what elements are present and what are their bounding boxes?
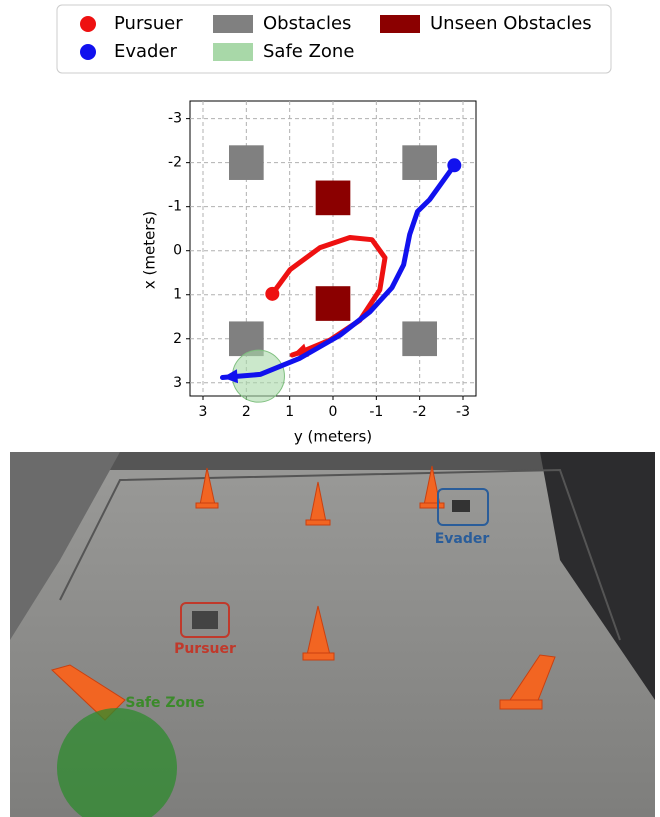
x-tick-label: -2 <box>413 404 427 420</box>
legend-label: Safe Zone <box>263 41 354 62</box>
y-tick-label: 2 <box>173 331 182 347</box>
figure: x (meters) y (meters) Evader Pursuer Saf… <box>0 0 660 817</box>
start-marker <box>265 287 279 301</box>
y-tick-label: -2 <box>168 155 182 171</box>
legend-marker <box>80 44 96 60</box>
x-tick-label: 2 <box>242 404 251 420</box>
photo-label: Pursuer <box>174 641 236 657</box>
y-tick-label: 3 <box>173 375 182 391</box>
legend-marker <box>80 16 96 32</box>
legend-label: Unseen Obstacles <box>430 13 592 34</box>
x-tick-label: 0 <box>329 404 338 420</box>
legend-marker <box>380 15 420 33</box>
y-tick-label: -3 <box>168 111 182 127</box>
photo-label: Safe Zone <box>125 695 204 711</box>
photo <box>10 452 655 817</box>
start-marker <box>447 158 461 172</box>
legend-marker <box>213 15 253 33</box>
y-axis-label: x (meters) <box>141 211 159 289</box>
legend-marker <box>213 43 253 61</box>
obstacle <box>402 321 437 356</box>
x-tick-label: -3 <box>456 404 470 420</box>
y-tick-label: 1 <box>173 287 182 303</box>
obstacle <box>402 145 437 180</box>
x-tick-label: 1 <box>285 404 294 420</box>
legend-label: Obstacles <box>263 13 351 34</box>
obstacle <box>316 181 351 216</box>
photo-label: Evader <box>435 531 490 547</box>
obstacle <box>229 145 264 180</box>
x-tick-label: 3 <box>199 404 208 420</box>
y-tick-label: -1 <box>168 199 182 215</box>
legend-label: Pursuer <box>114 13 183 34</box>
x-tick-label: -1 <box>369 404 383 420</box>
obstacle <box>316 286 351 321</box>
y-tick-label: 0 <box>173 243 182 259</box>
legend-label: Evader <box>114 41 178 62</box>
x-axis-label: y (meters) <box>294 428 372 446</box>
